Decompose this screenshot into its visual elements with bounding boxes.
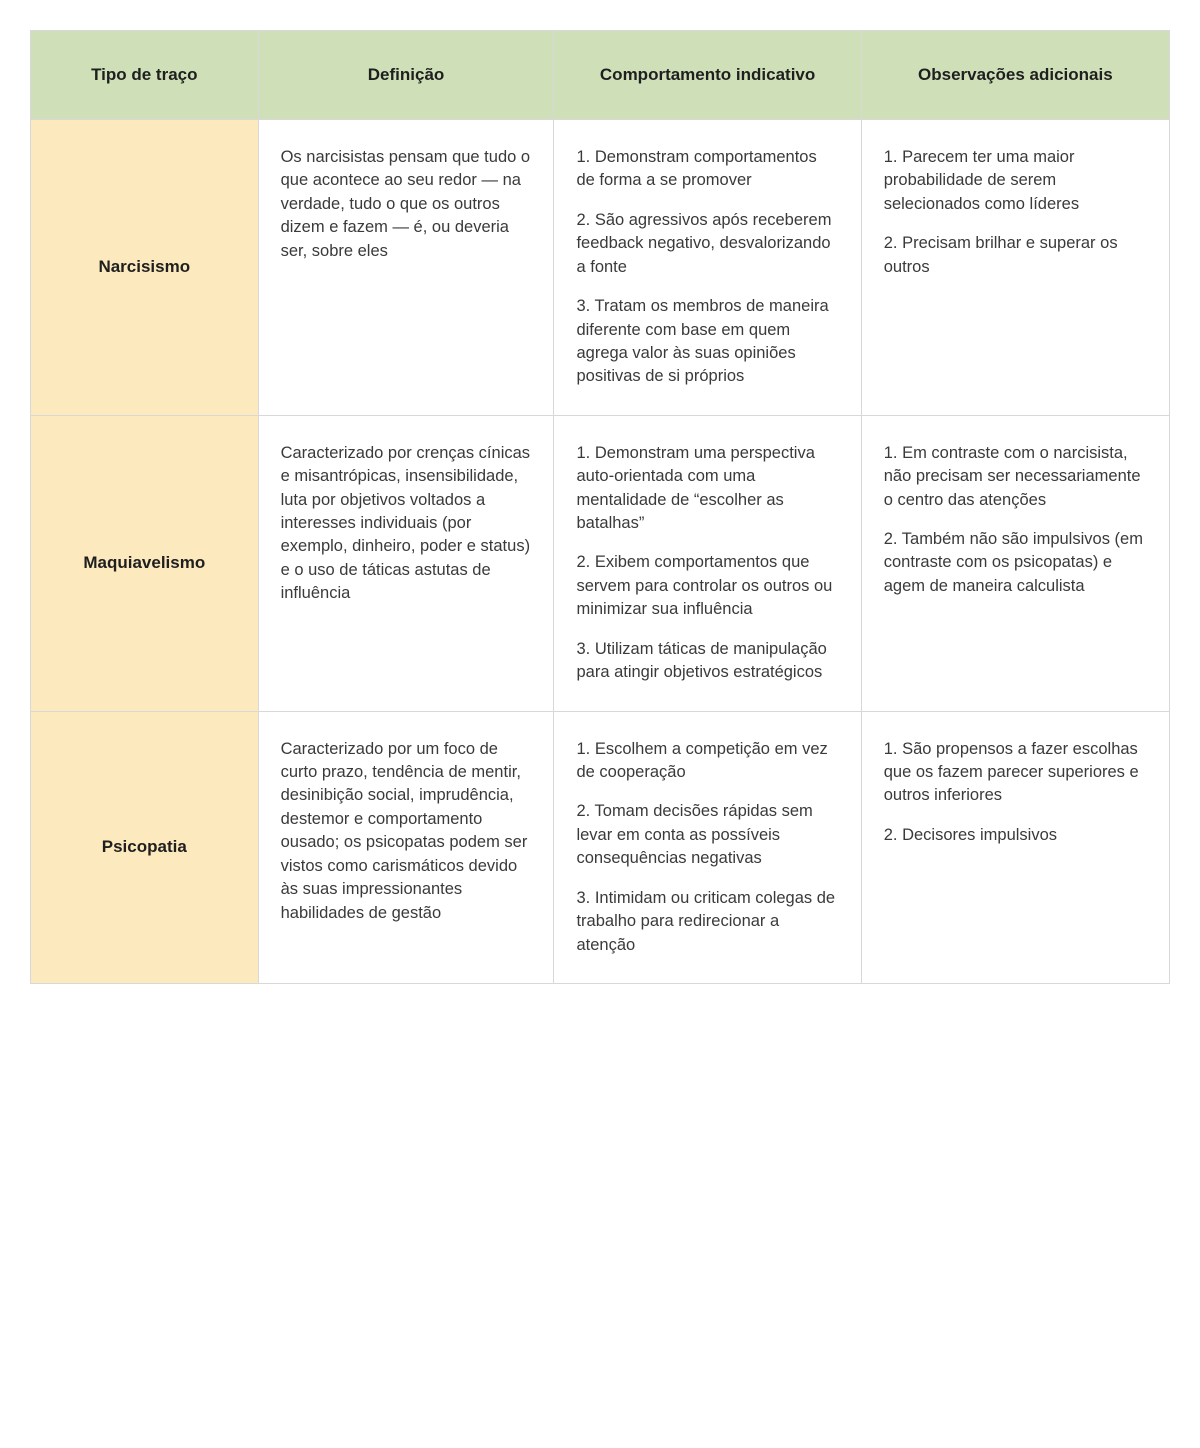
trait-name-cell: Psicopatia — [31, 712, 259, 983]
header-cell-type: Tipo de traço — [31, 31, 259, 119]
table-header-row: Tipo de traço Definição Comportamento in… — [31, 31, 1169, 120]
behavior-item: 2. Tomam decisões rápidas sem levar em c… — [576, 800, 838, 870]
observation-item: 2. Precisam brilhar e superar os outros — [884, 232, 1147, 279]
trait-name-cell: Narcisismo — [31, 120, 259, 415]
behavior-item: 1. Escolhem a competição em vez de coope… — [576, 738, 838, 785]
behavior-item: 1. Demonstram uma perspectiva auto-orien… — [576, 442, 838, 536]
behavior-item: 1. Demonstram comportamentos de forma a … — [576, 146, 838, 193]
observations-cell: 1. Parecem ter uma maior probabilidade d… — [862, 120, 1169, 415]
observation-item: 1. São propensos a fazer escolhas que os… — [884, 738, 1147, 808]
behavior-cell: 1. Demonstram uma perspectiva auto-orien… — [554, 416, 861, 711]
behavior-cell: 1. Demonstram comportamentos de forma a … — [554, 120, 861, 415]
observation-item: 2. Também não são impulsivos (em contras… — [884, 528, 1147, 598]
definition-cell: Os narcisistas pensam que tudo o que aco… — [259, 120, 555, 415]
behavior-item: 2. Exibem comportamentos que servem para… — [576, 551, 838, 621]
definition-cell: Caracterizado por um foco de curto prazo… — [259, 712, 555, 983]
header-cell-definition: Definição — [259, 31, 555, 119]
table-row: Narcisismo Os narcisistas pensam que tud… — [31, 120, 1169, 416]
behavior-item: 3. Tratam os membros de maneira diferent… — [576, 295, 838, 389]
observations-cell: 1. São propensos a fazer escolhas que os… — [862, 712, 1169, 983]
behavior-item: 3. Intimidam ou criticam colegas de trab… — [576, 887, 838, 957]
behavior-item: 3. Utilizam táticas de manipulação para … — [576, 638, 838, 685]
trait-name-cell: Maquiavelismo — [31, 416, 259, 711]
observation-item: 2. Decisores impulsivos — [884, 824, 1147, 847]
table-row: Psicopatia Caracterizado por um foco de … — [31, 712, 1169, 983]
header-cell-behavior: Comportamento indicativo — [554, 31, 861, 119]
definition-cell: Caracterizado por crenças cínicas e misa… — [259, 416, 555, 711]
behavior-cell: 1. Escolhem a competição em vez de coope… — [554, 712, 861, 983]
traits-table: Tipo de traço Definição Comportamento in… — [30, 30, 1170, 984]
table-row: Maquiavelismo Caracterizado por crenças … — [31, 416, 1169, 712]
observation-item: 1. Em contraste com o narcisista, não pr… — [884, 442, 1147, 512]
behavior-item: 2. São agressivos após receberem feedbac… — [576, 209, 838, 279]
observation-item: 1. Parecem ter uma maior probabilidade d… — [884, 146, 1147, 216]
observations-cell: 1. Em contraste com o narcisista, não pr… — [862, 416, 1169, 711]
header-cell-observations: Observações adicionais — [862, 31, 1169, 119]
